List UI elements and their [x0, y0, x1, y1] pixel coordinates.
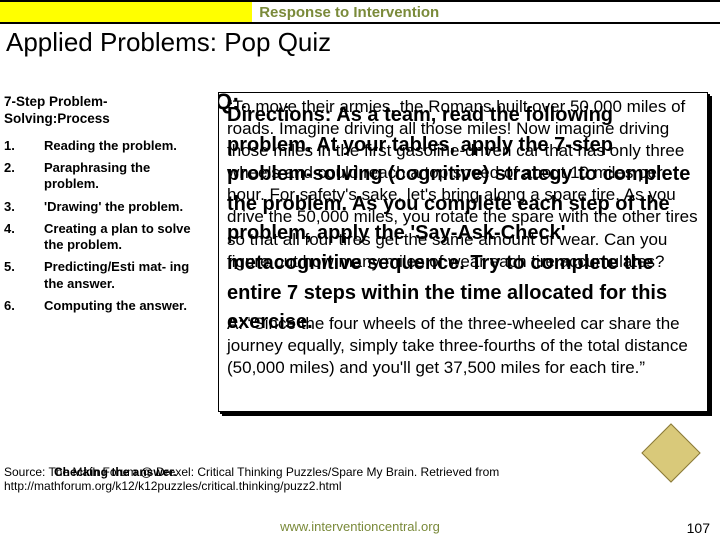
step-list: 1.Reading the problem. 2.Paraphrasing th…	[4, 138, 204, 314]
content-box: Q: “To move their armies, the Romans bui…	[218, 92, 708, 412]
step-item: 4.Creating a plan to solve the problem.	[4, 221, 204, 254]
header-title: Response to Intervention	[259, 4, 439, 21]
step-item: 6.Computing the answer.	[4, 298, 204, 314]
header-accent	[0, 2, 252, 22]
source-line2: http://mathforum.org/k12/k12puzzles/crit…	[4, 479, 342, 493]
step-item: 5.Predicting/Esti mat- ing the answer.	[4, 259, 204, 292]
sidebar-heading: 7-Step Problem-Solving:Process	[4, 94, 204, 128]
footer-url: www.interventioncentral.org	[0, 519, 720, 534]
source-citation: Source: The Math Forum @ Drexel: Critica…	[4, 465, 716, 494]
step-item: 3.'Drawing' the problem.	[4, 199, 204, 215]
page-title: Applied Problems: Pop Quiz	[6, 28, 331, 57]
header-bar: Response to Intervention	[0, 0, 720, 24]
directions-text: Directions: As a team, read the followin…	[227, 101, 699, 338]
step-item: 2.Paraphrasing the problem.	[4, 160, 204, 193]
sidebar: 7-Step Problem-Solving:Process 1.Reading…	[4, 94, 204, 320]
answer-text: A: “Since the four wheels of the three-w…	[227, 313, 699, 379]
page-number: 107	[687, 520, 710, 536]
step-item: 1.Reading the problem.	[4, 138, 204, 154]
step-7-overlay: Checking the answer.	[54, 465, 177, 479]
